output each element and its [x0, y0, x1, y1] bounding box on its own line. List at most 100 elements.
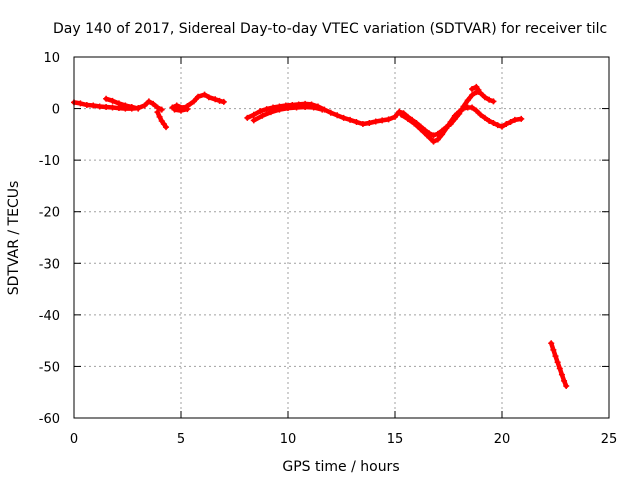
sdtvar-point	[359, 121, 366, 128]
sdtvar-point	[507, 118, 514, 125]
sdtvar-point	[475, 87, 482, 94]
sdtvar-point	[499, 123, 505, 130]
sdtvar-point	[424, 132, 431, 139]
sdtvar-point	[548, 340, 555, 347]
sdtvar-point	[263, 106, 270, 113]
sdtvar-point	[109, 104, 116, 111]
sdtvar-point	[135, 105, 142, 112]
sdtvar-point	[212, 96, 219, 103]
sdtvar-point	[340, 114, 347, 121]
sdtvar-point	[90, 102, 97, 109]
y-tick-label: -20	[39, 206, 60, 221]
sdtvar-point	[366, 120, 373, 127]
sdtvar-point	[257, 108, 264, 115]
sdtvar-point	[385, 116, 392, 123]
sdtvar-point	[128, 104, 135, 111]
sdtvar-point	[96, 103, 103, 110]
sdtvar-point	[404, 115, 411, 122]
sdtvar-point	[184, 106, 191, 113]
y-tick-label: -40	[39, 309, 60, 324]
sdtvar-point	[201, 91, 208, 98]
sdtvar-point	[563, 383, 570, 390]
sdtvar-point	[103, 95, 110, 102]
sdtvar-point	[310, 104, 317, 111]
sdtvar-point	[250, 117, 257, 124]
sdtvar-point	[469, 104, 476, 111]
sdtvar-point	[160, 121, 167, 128]
sdtvar-point	[158, 117, 165, 124]
sdtvar-point	[486, 117, 493, 124]
sdtvar-point	[334, 112, 341, 119]
sdtvar-point	[216, 97, 223, 104]
sdtvar-point	[178, 107, 184, 114]
sdtvar-point	[469, 92, 476, 99]
sdtvar-point	[103, 104, 110, 111]
sdtvar-point	[171, 106, 178, 113]
sdtvar-point	[439, 131, 446, 138]
chart-title: Day 140 of 2017, Sidereal Day-to-day VTE…	[53, 21, 607, 37]
sdtvar-point	[372, 118, 379, 125]
sdtvar-point	[267, 109, 274, 116]
sdtvar-point	[518, 115, 525, 122]
sdtvar-point	[511, 116, 518, 123]
sdtvar-point	[398, 111, 405, 118]
sdtvar-point	[156, 113, 163, 120]
sdtvar-point	[417, 126, 424, 133]
sdtvar-point	[285, 105, 291, 112]
sdtvar-point	[494, 122, 501, 129]
sdtvar-point	[77, 100, 84, 107]
sdtvar-point	[173, 102, 180, 109]
sdtvar-point	[250, 111, 257, 118]
sdtvar-point	[490, 120, 497, 127]
sdtvar-point	[556, 365, 563, 372]
sdtvar-point	[554, 359, 561, 366]
sdtvar-point	[115, 100, 122, 107]
sdtvar-point	[190, 98, 197, 105]
sdtvar-point	[319, 106, 326, 113]
sdtvar-point	[244, 114, 251, 121]
sdtvar-point	[205, 94, 212, 101]
x-tick-label: 10	[280, 432, 297, 447]
sdtvar-point	[109, 97, 116, 104]
sdtvar-point	[451, 112, 458, 119]
sdtvar-point	[379, 117, 386, 124]
sdtvar-point	[561, 377, 568, 384]
y-axis-ticks: 10 0 -10 -20 -30 -40 -50 -60	[39, 51, 609, 427]
sdtvar-series-segment	[71, 99, 164, 112]
plot-frame	[73, 56, 610, 419]
sdtvar-point	[430, 138, 437, 145]
sdtvar-point	[447, 118, 454, 125]
sdtvar-point	[503, 121, 510, 128]
sdtvar-point	[469, 85, 476, 92]
sdtvar-point	[154, 109, 161, 116]
sdtvar-point	[122, 102, 129, 109]
sdtvar-point	[443, 125, 450, 132]
y-tick-label: -30	[39, 257, 60, 272]
sdtvar-point	[396, 108, 403, 115]
sdtvar-point	[327, 109, 334, 116]
sdtvar-point	[145, 98, 152, 105]
y-tick-label: -50	[39, 360, 60, 375]
sdtvar-point	[347, 116, 354, 123]
sdtvar-point	[477, 90, 484, 97]
sdtvar-point	[353, 118, 360, 125]
sdtvar-point	[259, 112, 266, 119]
sdtvar-point	[456, 108, 463, 115]
x-tick-label: 20	[494, 432, 511, 447]
sdtvar-point	[430, 132, 437, 139]
y-tick-label: 10	[43, 51, 60, 66]
sdtvar-point	[163, 124, 170, 131]
x-axis-label: GPS time / hours	[282, 459, 399, 475]
x-axis-ticks: 0 5 10 15 20 25	[70, 57, 617, 447]
y-tick-label: -10	[39, 154, 60, 169]
data-series	[71, 83, 570, 390]
sdtvar-point	[392, 113, 398, 120]
x-tick-label: 0	[70, 432, 78, 447]
sdtvar-point	[158, 106, 165, 113]
sdtvar-point	[473, 83, 480, 90]
sdtvar-point	[481, 94, 488, 101]
y-tick-label: -60	[39, 412, 60, 427]
sdtvar-point	[195, 93, 202, 100]
x-tick-label: 15	[387, 432, 404, 447]
